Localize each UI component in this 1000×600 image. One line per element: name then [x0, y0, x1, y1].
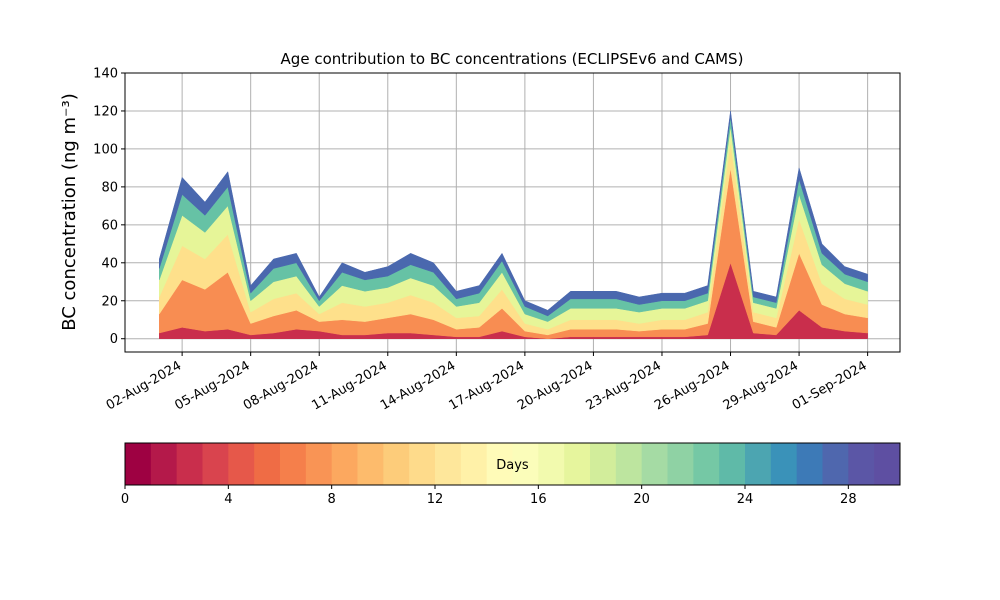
x-tick-label: 23-Aug-2024 — [584, 358, 664, 413]
colorbar-swatch — [460, 443, 488, 485]
colorbar-label: Days — [496, 458, 529, 473]
y-tick-label: 140 — [93, 67, 118, 82]
x-tick-label: 29-Aug-2024 — [721, 358, 801, 413]
y-tick-label: 100 — [93, 142, 118, 157]
colorbar-frame — [124, 442, 901, 486]
colorbar-tick-label: 20 — [633, 492, 650, 507]
colorbar-swatch — [486, 443, 513, 485]
colorbar-swatch — [435, 443, 462, 485]
colorbar-swatch — [280, 443, 307, 485]
colorbar-swatch — [538, 443, 565, 485]
colorbar-swatch — [383, 443, 410, 485]
x-tick-label: 17-Aug-2024 — [447, 358, 527, 413]
colorbar-swatch — [719, 443, 746, 485]
x-tick-label: 26-Aug-2024 — [652, 358, 732, 413]
colorbar-swatch — [357, 443, 384, 485]
chart-title: Age contribution to BC concentrations (E… — [281, 50, 744, 68]
y-tick-label: 40 — [101, 256, 118, 271]
colorbar-swatch — [254, 443, 281, 485]
colorbar-swatch — [770, 443, 798, 485]
x-tick-label: 20-Aug-2024 — [515, 358, 595, 413]
colorbar-swatch — [874, 443, 901, 485]
x-tick-label: 01-Sep-2024 — [790, 358, 870, 413]
colorbar-tick-label: 28 — [840, 492, 857, 507]
colorbar-swatch — [331, 443, 358, 485]
colorbar-swatch — [796, 443, 823, 485]
colorbar-swatch — [125, 443, 152, 485]
y-tick-label: 0 — [110, 332, 118, 347]
y-tick-label: 20 — [101, 294, 118, 309]
colorbar-swatch — [150, 443, 178, 485]
plot-frame — [124, 72, 901, 353]
y-tick-label: 120 — [93, 104, 118, 119]
colorbar-tick-label: 16 — [530, 492, 547, 507]
colorbar-swatch — [667, 443, 694, 485]
colorbar-swatch — [745, 443, 772, 485]
colorbar-swatch — [228, 443, 255, 485]
colorbar-swatch — [512, 443, 539, 485]
colorbar-swatch — [564, 443, 591, 485]
y-tick-label: 60 — [101, 218, 118, 233]
colorbar-swatch — [641, 443, 668, 485]
colorbar-tick-label: 8 — [328, 492, 336, 507]
y-tick-label: 80 — [101, 180, 118, 195]
colorbar-swatch — [202, 443, 229, 485]
colorbar-swatch — [590, 443, 617, 485]
colorbar-swatch — [176, 443, 203, 485]
area — [159, 110, 868, 317]
x-tick-label: 14-Aug-2024 — [378, 358, 458, 413]
colorbar-tick-label: 0 — [121, 492, 129, 507]
colorbar-swatch — [615, 443, 643, 485]
x-tick-label: 02-Aug-2024 — [104, 358, 184, 413]
colorbar-swatch — [409, 443, 436, 485]
colorbar-tick-label: 24 — [737, 492, 754, 507]
colorbar-swatch — [693, 443, 720, 485]
x-tick-label: 05-Aug-2024 — [172, 358, 252, 413]
y-axis-label: BC concentration (ng m⁻³) — [59, 93, 80, 331]
colorbar-swatch — [848, 443, 875, 485]
colorbar-tick-label: 4 — [224, 492, 232, 507]
x-tick-label: 08-Aug-2024 — [241, 358, 321, 413]
x-tick-label: 11-Aug-2024 — [309, 358, 389, 413]
colorbar-tick-label: 12 — [427, 492, 444, 507]
colorbar-swatch — [305, 443, 333, 485]
colorbar-swatch — [822, 443, 849, 485]
